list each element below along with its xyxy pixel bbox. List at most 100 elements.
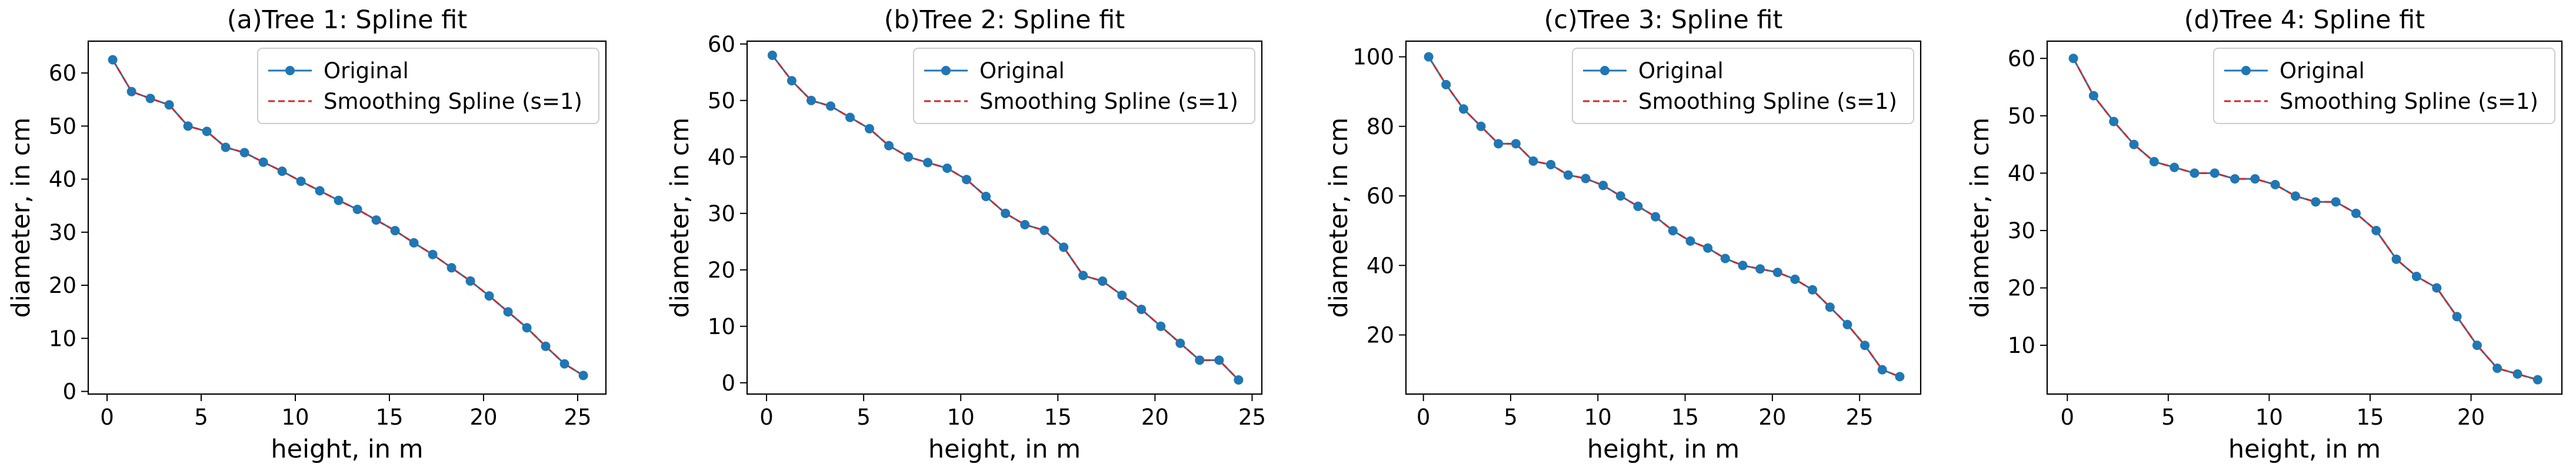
data-point bbox=[1098, 276, 1108, 286]
panel-label: (d) bbox=[2184, 5, 2220, 35]
subplot-title: (d)Tree 4: Spline fit bbox=[2184, 5, 2425, 35]
data-point bbox=[2411, 272, 2421, 281]
y-tick-label: 40 bbox=[49, 167, 76, 192]
data-point bbox=[409, 238, 419, 248]
legend-box bbox=[2213, 48, 2555, 124]
data-point bbox=[1458, 104, 1468, 114]
x-tick-label: 20 bbox=[1758, 405, 1786, 430]
x-axis-label: height, in m bbox=[271, 435, 423, 464]
data-point bbox=[2129, 139, 2139, 149]
y-tick-label: 30 bbox=[2008, 218, 2035, 243]
legend-label-smoothing-spline: Smoothing Spline (s=1) bbox=[2280, 89, 2538, 114]
panel-label: (a) bbox=[227, 5, 262, 35]
data-point bbox=[2149, 156, 2159, 166]
data-point bbox=[807, 95, 816, 105]
data-point bbox=[428, 249, 438, 259]
legend-marker-original bbox=[285, 66, 295, 75]
y-axis-label: diameter, in cm bbox=[6, 118, 36, 318]
data-point bbox=[221, 142, 231, 152]
data-point bbox=[371, 215, 381, 225]
axes-frame bbox=[2046, 40, 2563, 395]
data-point bbox=[1078, 271, 1088, 281]
data-point bbox=[1703, 243, 1713, 253]
data-point bbox=[2210, 168, 2220, 178]
data-point bbox=[2250, 174, 2260, 184]
legend: Original Smoothing Spline (s=1) bbox=[1572, 48, 1914, 124]
data-point bbox=[1234, 375, 1244, 385]
data-point bbox=[334, 195, 344, 205]
data-point bbox=[1117, 291, 1127, 300]
y-axis-label: diameter, in cm bbox=[665, 118, 695, 318]
subplot-title: (b)Tree 2: Spline fit bbox=[884, 5, 1125, 35]
x-tick-label: 5 bbox=[857, 405, 871, 430]
x-tick-label: 25 bbox=[1846, 405, 1874, 430]
data-point bbox=[446, 263, 456, 273]
data-point bbox=[767, 51, 777, 60]
data-point bbox=[962, 175, 972, 185]
legend-marker-original bbox=[941, 66, 951, 75]
x-tick-label: 15 bbox=[1671, 405, 1699, 430]
x-tick-label: 10 bbox=[281, 405, 309, 430]
series-line-smoothing-spline bbox=[1428, 56, 1900, 378]
x-axis-label: height, in m bbox=[2228, 435, 2381, 464]
y-tick-label: 30 bbox=[708, 201, 735, 226]
x-axis-label: height, in m bbox=[1587, 435, 1739, 464]
legend: Original Smoothing Spline (s=1) bbox=[913, 48, 1255, 124]
y-tick-label: 100 bbox=[1352, 45, 1394, 70]
y-tick-label: 20 bbox=[708, 258, 735, 283]
legend-label-original: Original bbox=[324, 58, 409, 84]
data-point bbox=[923, 158, 933, 168]
data-point bbox=[1528, 156, 1538, 166]
data-point bbox=[1668, 226, 1678, 236]
panel-label: (c) bbox=[1544, 5, 1578, 35]
legend-box bbox=[257, 48, 599, 124]
data-point bbox=[164, 100, 174, 110]
data-point bbox=[2391, 254, 2401, 264]
data-point bbox=[390, 226, 400, 236]
x-tick-label: 5 bbox=[2161, 405, 2175, 430]
data-point bbox=[1175, 338, 1185, 348]
data-point bbox=[1581, 174, 1591, 184]
data-point bbox=[183, 121, 193, 131]
y-tick-label: 80 bbox=[1367, 114, 1394, 139]
y-tick-label: 60 bbox=[1367, 184, 1394, 209]
data-point bbox=[145, 94, 155, 104]
x-tick-label: 5 bbox=[194, 405, 208, 430]
axes-frame bbox=[87, 40, 607, 395]
axes-frame bbox=[746, 40, 1263, 395]
y-tick-label: 10 bbox=[49, 326, 76, 351]
data-point bbox=[1001, 208, 1011, 218]
data-point bbox=[1476, 121, 1486, 131]
y-tick-label: 20 bbox=[49, 273, 76, 298]
legend-label-smoothing-spline: Smoothing Spline (s=1) bbox=[324, 89, 582, 114]
data-point bbox=[522, 323, 532, 333]
data-point bbox=[787, 76, 797, 86]
data-point bbox=[1738, 261, 1748, 271]
x-tick-label: 0 bbox=[1417, 405, 1431, 430]
x-tick-label: 25 bbox=[1238, 405, 1266, 430]
legend: Original Smoothing Spline (s=1) bbox=[257, 48, 599, 124]
title-text: Tree 2: Spline fit bbox=[919, 5, 1125, 35]
data-point bbox=[1877, 365, 1887, 375]
data-point bbox=[2270, 179, 2280, 189]
y-tick-label: 20 bbox=[1367, 323, 1394, 348]
data-point bbox=[904, 152, 914, 162]
data-point bbox=[1494, 139, 1504, 149]
data-point bbox=[202, 126, 212, 136]
y-tick-label: 10 bbox=[2008, 333, 2035, 358]
subplot-3: (c)Tree 3: Spline fit 0 5 10 15 20 25 20 40 60 80 1… bbox=[1324, 5, 1922, 464]
data-point bbox=[315, 186, 325, 196]
data-point bbox=[1563, 170, 1573, 180]
data-point bbox=[2512, 369, 2522, 379]
data-point bbox=[865, 124, 874, 134]
data-point bbox=[1615, 191, 1625, 201]
data-point bbox=[1651, 212, 1661, 222]
data-point bbox=[2472, 341, 2482, 351]
data-point bbox=[845, 112, 855, 122]
data-point bbox=[1772, 268, 1782, 278]
x-tick-label: 15 bbox=[375, 405, 403, 430]
data-point bbox=[2492, 363, 2502, 373]
legend-box bbox=[1572, 48, 1914, 124]
data-point bbox=[1441, 79, 1451, 89]
